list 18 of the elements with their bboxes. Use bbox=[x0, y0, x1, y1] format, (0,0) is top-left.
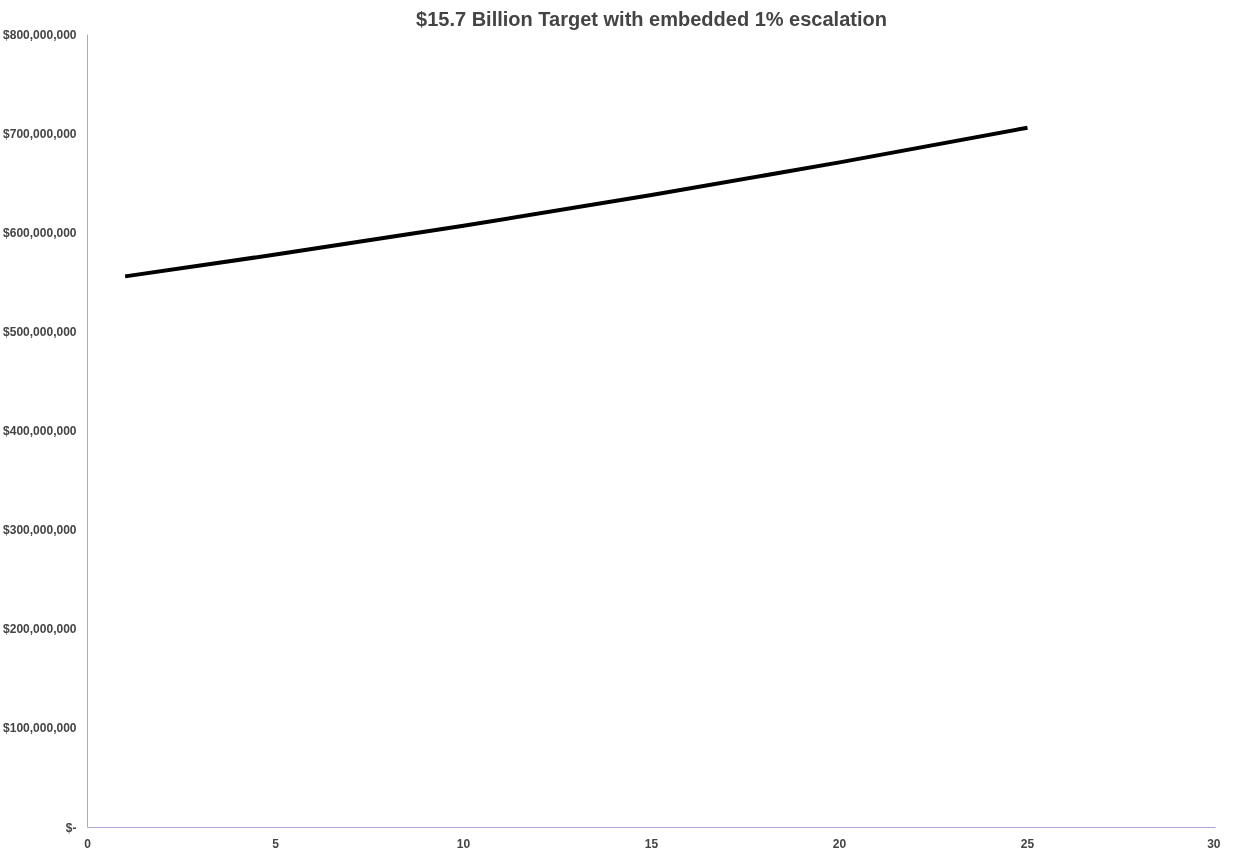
x-tick-label: 20 bbox=[832, 836, 847, 851]
x-tick-label: 0 bbox=[84, 836, 92, 851]
y-tick-label: $700,000,000 bbox=[3, 126, 77, 141]
x-tick-label: 10 bbox=[456, 836, 471, 851]
y-tick-label: $800,000,000 bbox=[3, 27, 77, 42]
y-tick-label: $100,000,000 bbox=[3, 721, 77, 736]
y-tick-label: $500,000,000 bbox=[3, 324, 77, 339]
y-tick-label: $- bbox=[65, 820, 77, 835]
y-tick-label: $200,000,000 bbox=[3, 622, 77, 637]
x-tick-label: 15 bbox=[644, 836, 659, 851]
x-tick-label: 30 bbox=[1207, 836, 1221, 851]
chart-title: $15.7 Billion Target with embedded 1% escalation bbox=[416, 7, 887, 30]
x-tick-label: 5 bbox=[272, 836, 280, 851]
x-tick-label: 25 bbox=[1020, 836, 1035, 851]
y-tick-label: $300,000,000 bbox=[3, 523, 77, 538]
y-tick-label: $600,000,000 bbox=[3, 225, 77, 240]
line-series bbox=[123, 125, 1030, 279]
y-tick-label: $400,000,000 bbox=[3, 424, 77, 438]
